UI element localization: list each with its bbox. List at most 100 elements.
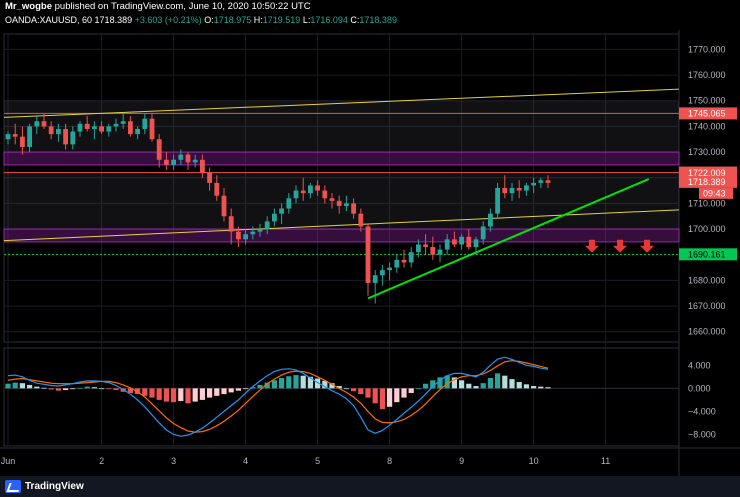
macd-histogram-bar — [545, 387, 551, 389]
last-price-tag: 1718.389 — [688, 177, 726, 187]
macd-histogram-bar — [394, 388, 400, 403]
macd-line — [7, 356, 549, 437]
macd-histogram-bar — [221, 388, 227, 395]
candle-body — [214, 182, 220, 196]
symbol-name[interactable]: OANDA:XAUUSD, 60 — [5, 15, 93, 25]
candle-body — [92, 126, 97, 129]
price-tick-label: 1740.000 — [688, 121, 726, 131]
high-label: H: — [253, 15, 263, 25]
candle-body — [207, 172, 212, 183]
level-tag-0-bg — [679, 107, 737, 120]
candle-body — [164, 159, 169, 165]
candle-body — [387, 267, 392, 271]
macd-histogram-bar — [228, 388, 234, 393]
macd-histogram-bar — [171, 388, 177, 403]
candle-body — [221, 195, 227, 217]
price-tick-label: 1700.000 — [688, 224, 726, 234]
macd-histogram-bar — [415, 388, 421, 390]
macd-histogram-bar — [185, 388, 191, 404]
candle-body — [452, 239, 457, 245]
macd-histogram-bar — [487, 377, 493, 389]
macd-histogram-bar — [106, 388, 112, 390]
candle-body — [545, 180, 551, 183]
level-tag-2-bg — [679, 248, 737, 261]
macd-histogram-bar — [351, 388, 357, 392]
candle-body — [257, 229, 263, 232]
macd-histogram-bar — [538, 386, 544, 389]
candle-body — [264, 221, 270, 230]
candle-body — [20, 136, 25, 147]
time-tick-label: 5 — [315, 456, 320, 466]
macd-histogram-bar — [149, 388, 155, 398]
macd-histogram-bar — [358, 388, 364, 395]
candle-body — [480, 226, 486, 240]
supply-zone-1 — [3, 228, 680, 243]
candle-body — [56, 128, 61, 135]
candle-body — [185, 154, 191, 163]
macd-histogram-bar — [192, 388, 198, 402]
macd-histogram-bar — [451, 377, 457, 389]
candle-body — [336, 200, 342, 206]
publisher-line: Mr_wogbe published on TradingView.com, J… — [5, 1, 311, 12]
candle-body — [250, 231, 256, 235]
macd-histogram-bar — [70, 388, 76, 390]
macd-histogram-bar — [466, 383, 472, 389]
macd-histogram-bar — [437, 377, 443, 389]
macd-histogram-bar — [34, 386, 40, 389]
candle-body — [63, 128, 68, 145]
macd-histogram-bar — [264, 382, 270, 389]
macd-histogram-bar — [509, 379, 515, 389]
macd-histogram-bar — [473, 386, 479, 389]
price-change: +3.603 (+0.21%) — [134, 15, 202, 25]
tradingview-logo[interactable]: TradingView — [5, 480, 84, 493]
macd-histogram-bar — [379, 388, 385, 410]
macd-histogram-bar — [127, 388, 133, 393]
last-price: 1718.389 — [94, 15, 133, 25]
candle-body — [156, 139, 162, 160]
macd-tick-label: 0.000 — [688, 383, 711, 393]
price-tick-label: 1770.000 — [688, 44, 726, 54]
level-tag-1: 1722.009 — [688, 168, 726, 178]
publisher-username[interactable]: Mr_wogbe — [5, 1, 52, 12]
low-value: 1716.094 — [310, 15, 348, 25]
candle-body — [149, 118, 155, 140]
candle-body — [329, 198, 335, 201]
macd-histogram-bar — [372, 388, 378, 404]
close-label: C: — [350, 15, 360, 25]
price-tick-label: 1710.000 — [688, 198, 726, 208]
candle-body — [538, 180, 544, 183]
level-tag-2: 1690.161 — [688, 250, 726, 260]
close-value: 1718.389 — [359, 15, 397, 25]
macd-histogram-bar — [279, 377, 285, 389]
candle-body — [516, 188, 522, 191]
macd-histogram-bar — [286, 376, 292, 389]
time-tick-label: 8 — [387, 456, 392, 466]
candle-body — [178, 154, 184, 160]
macd-histogram-bar — [55, 388, 61, 391]
candle-body — [41, 121, 47, 127]
supply-zone-0 — [3, 151, 680, 166]
candle-body — [502, 188, 508, 194]
candle-body — [531, 182, 536, 186]
candle-body — [430, 247, 436, 255]
macd-tick-label: −8.000 — [688, 429, 716, 439]
macd-histogram-bar — [329, 383, 335, 389]
candle-body — [120, 121, 126, 124]
symbol-info-line: OANDA:XAUUSD, 60 1718.389 +3.603 (+0.21%… — [5, 15, 397, 25]
open-label: O: — [204, 15, 214, 25]
level-tag-0: 1745.065 — [688, 109, 726, 119]
macd-histogram-bar — [91, 387, 97, 389]
candle-body — [524, 185, 529, 191]
macd-histogram-bar — [307, 376, 313, 389]
candle-body — [315, 185, 320, 191]
macd-histogram-bar — [250, 387, 256, 389]
chart-header: Mr_wogbe published on TradingView.com, J… — [0, 0, 740, 30]
candle-body — [437, 249, 443, 255]
candle-body — [466, 236, 472, 248]
macd-histogram-bar — [27, 384, 33, 389]
chart-canvas[interactable]: 1770.000 1760.000 1750.000 1740.000 1730.000… — [0, 30, 740, 476]
macd-histogram-bar — [19, 383, 25, 389]
price-tick-label: 1680.000 — [688, 275, 726, 285]
candle-body — [192, 159, 198, 163]
macd-histogram-bar — [531, 386, 537, 389]
